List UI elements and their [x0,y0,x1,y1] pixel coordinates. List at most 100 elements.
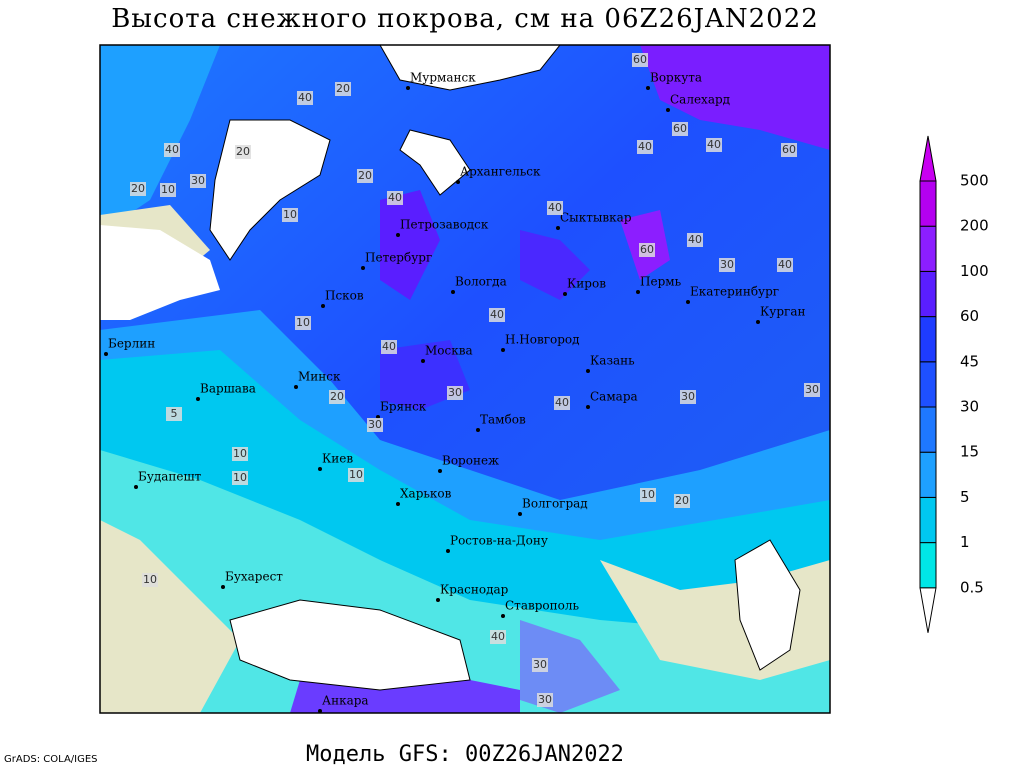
contour-label-box [232,471,248,485]
legend-swatch [919,406,937,453]
contour-label-box [554,396,570,410]
city-label: Будапешт [138,470,202,484]
contour-label: 60 [782,143,796,156]
city-label: Воркута [650,71,702,85]
contour-label-box [329,390,345,404]
city-label: Вологда [455,275,507,289]
city-label: Киев [322,452,353,466]
city-label: Берлин [108,337,155,351]
footer-model: Модель GFS: 00Z26JAN2022 [306,742,624,767]
city-dot [756,320,760,324]
contour-label: 40 [688,233,702,246]
city-label: Волгоград [522,497,588,511]
city-dot [318,709,322,713]
city-dot [518,512,522,516]
contour-label: 30 [191,174,205,187]
contour-label: 20 [330,390,344,403]
contour-label-box [632,53,648,67]
contour-label-box [381,340,397,354]
contour-label-box [537,693,553,707]
contour-label: 5 [171,407,178,420]
contour-label-box [357,169,373,183]
city-label: Салехард [670,93,730,107]
legend-swatch [919,180,937,227]
city-label: Варшава [200,382,256,396]
city-dot [636,290,640,294]
legend-label: 30 [960,398,979,416]
contour-label-box [687,233,703,247]
city-dot [318,467,322,471]
city-label: Сыктывкар [560,211,632,225]
contour-label-box [804,383,820,397]
contour-label: 40 [382,340,396,353]
contour-label-box [387,191,403,205]
city-dot [196,397,200,401]
contour-label: 10 [296,316,310,329]
contour-label-box [297,91,313,105]
contour-label: 10 [233,447,247,460]
contour-label-box [160,183,176,197]
contour-label: 30 [720,258,734,271]
contour-label-box [680,390,696,404]
contour-label: 40 [707,138,721,151]
city-dot [406,86,410,90]
contour-label-box [547,201,563,215]
city-label: Анкара [322,694,369,708]
city-dot [556,226,560,230]
contour-label-box [335,82,351,96]
contour-label-box [781,143,797,157]
city-dot [646,86,650,90]
city-dot [451,290,455,294]
city-dot [421,359,425,363]
contour-label-box [282,208,298,222]
city-dot [104,352,108,356]
contour-label: 30 [805,383,819,396]
city-label: Бухарест [225,570,283,584]
city-label: Екатеринбург [690,285,779,299]
city-dot [586,369,590,373]
city-label: Псков [325,289,364,303]
city-dot [221,585,225,589]
contour-label-box [235,145,251,159]
contour-label: 10 [283,208,297,221]
legend-swatch [919,542,937,589]
city-dot [446,549,450,553]
contour-label: 10 [143,573,157,586]
legend-over [919,135,937,182]
contour-label-box [719,258,735,272]
legend-swatch [919,361,937,408]
legend-swatch [919,316,937,363]
contour-label: 10 [161,183,175,196]
contour-label-box [777,258,793,272]
city-dot [396,233,400,237]
legend-label: 1 [960,533,970,551]
contour-labels: 40 20 40 20 20 10 30 10 20 40 60 60 40 60 40 40 60 40 30 40… [130,53,820,707]
legend-swatch [919,451,937,498]
contour-label-box [295,316,311,330]
legend-swatch [919,496,937,544]
contour-label: 40 [491,630,505,643]
contour-label: 20 [675,494,689,507]
contour-label: 10 [233,471,247,484]
city-label: Ставрополь [505,599,579,613]
legend-label: 60 [960,307,979,325]
contour-label: 30 [681,390,695,403]
city-label: Харьков [400,487,452,501]
city-label: Казань [590,354,635,368]
city-dot [436,598,440,602]
contour-label-box [142,573,158,587]
contour-label: 40 [490,308,504,321]
city-label: Тамбов [480,413,526,427]
city-label: Краснодар [440,583,509,597]
contour-label-box [166,407,182,421]
contour-label-box [447,386,463,400]
city-dot [134,485,138,489]
city-label: Киров [567,277,606,291]
contour-label: 40 [298,91,312,104]
legend-swatch [919,225,937,272]
city-dot [686,300,690,304]
city-label: Воронеж [442,454,499,468]
cities: Мурманск Воркута Салехард Архангельск Сыктыв… [104,71,805,713]
